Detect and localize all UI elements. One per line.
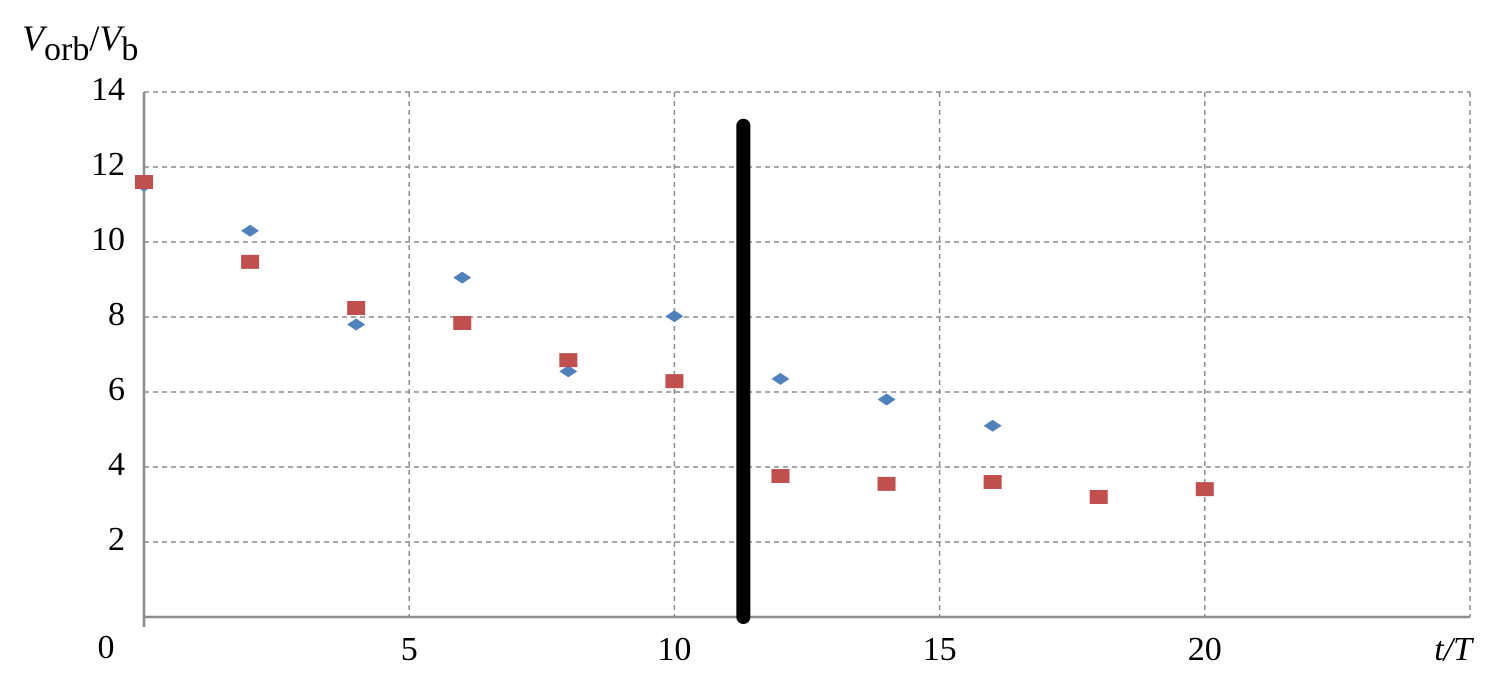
x-tick-label: 15: [923, 631, 957, 668]
point: [877, 393, 896, 406]
point: [453, 271, 472, 284]
point: [347, 318, 366, 331]
point: [877, 476, 896, 491]
point: [983, 475, 1002, 489]
y-tick-label: 0: [98, 629, 115, 666]
point: [241, 254, 260, 269]
point: [559, 353, 578, 368]
point: [665, 374, 684, 389]
x-tick-label: 5: [401, 631, 418, 668]
y-label-part: V: [22, 18, 48, 58]
y-tick-label: 4: [108, 446, 125, 483]
y-tick-label: 6: [108, 371, 125, 408]
y-label-part: orb: [44, 31, 89, 68]
point: [771, 469, 790, 483]
x-tick-label: 20: [1188, 631, 1222, 668]
point: [983, 419, 1002, 432]
point: [135, 175, 153, 189]
y-tick-label: 2: [108, 521, 125, 558]
y-tick-label: 12: [91, 146, 125, 183]
x-axis-label: t/T: [1434, 631, 1474, 668]
point: [453, 316, 472, 330]
y-label-part: V: [99, 18, 125, 58]
y-label-part: /: [89, 18, 99, 58]
x-tick-label: 10: [657, 631, 691, 668]
y-tick-label: 8: [108, 296, 125, 333]
y-axis-label: Vorb/Vb: [22, 18, 138, 68]
point: [347, 301, 366, 315]
point: [1195, 482, 1214, 497]
y-tick-label: 14: [91, 71, 125, 108]
point: [559, 365, 578, 378]
point: [771, 372, 790, 385]
y-tick-label: 10: [91, 221, 125, 258]
y-label-part: b: [121, 31, 138, 68]
point: [1089, 490, 1108, 504]
point: [241, 224, 260, 237]
point: [665, 310, 684, 323]
